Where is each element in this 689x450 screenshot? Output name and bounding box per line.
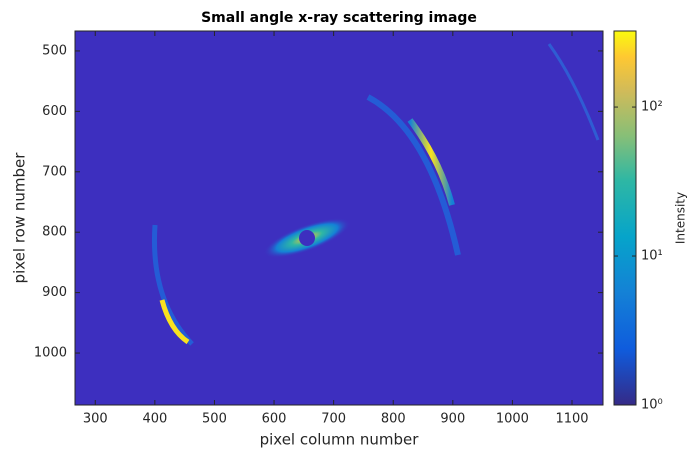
x-tick-label: 500: [202, 412, 227, 427]
x-axis-label: pixel column number: [260, 431, 420, 449]
y-tick-label: 900: [42, 285, 67, 300]
y-tick-label: 600: [42, 104, 67, 119]
colorbar-label: Intensity: [674, 192, 688, 244]
chart: Small angle x-ray scattering image pixel…: [0, 0, 689, 450]
colorbar-tick-label: 10²: [641, 100, 663, 115]
image-background: [75, 31, 603, 405]
x-tick-label: 600: [262, 412, 287, 427]
y-tick-label: 500: [42, 43, 67, 58]
y-tick-label: 700: [42, 164, 67, 179]
colorbar-tick-label: 10¹: [641, 249, 663, 264]
x-tick-label: 700: [321, 412, 346, 427]
y-axis-label: pixel row number: [11, 152, 29, 284]
x-tick-label: 300: [83, 412, 108, 427]
x-tick-label: 1000: [496, 412, 529, 427]
x-tick-label: 900: [440, 412, 465, 427]
colorbar: [614, 31, 636, 405]
chart-title: Small angle x-ray scattering image: [201, 10, 477, 26]
colorbar-tick-label: 10⁰: [641, 398, 663, 413]
y-tick-label: 1000: [34, 346, 67, 361]
y-tick-label: 800: [42, 225, 67, 240]
x-tick-label: 800: [381, 412, 406, 427]
x-tick-label: 1100: [555, 412, 588, 427]
beam-stop: [299, 230, 315, 246]
x-tick-label: 400: [142, 412, 167, 427]
